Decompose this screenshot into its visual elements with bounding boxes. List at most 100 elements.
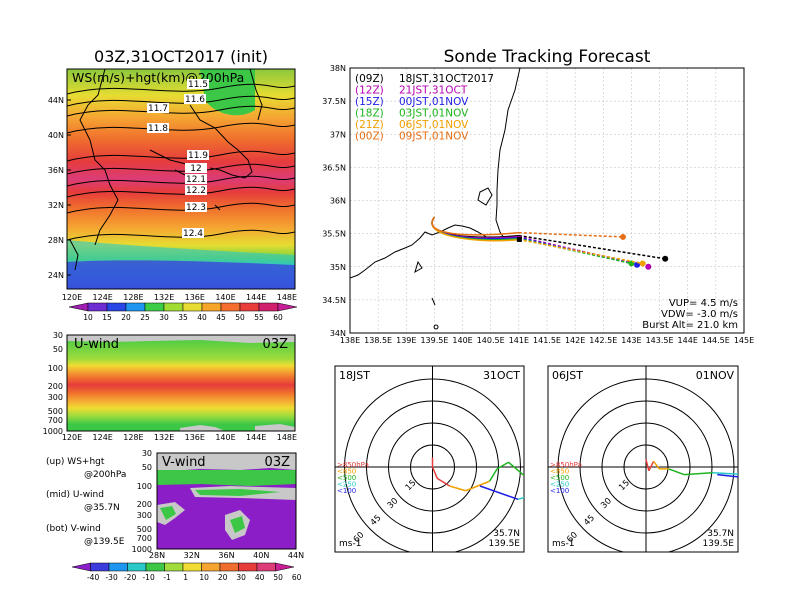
colorbar-cell [182, 562, 202, 572]
sonde-param: VDW= -3.0 m/s [661, 309, 738, 320]
colorbar-label: 25 [140, 313, 150, 322]
colorbar-cell [238, 562, 258, 572]
hodo-level-label: <250 [550, 481, 569, 489]
u-lon-label: 124E [93, 433, 113, 442]
v-green-band [157, 470, 296, 486]
map-lat-label: 44N [48, 96, 64, 105]
track-lon-label: 139E [396, 336, 416, 345]
track-panel: 38N 37.5N 37N 36.5N 36N 35.5N 35N 34.5N 34N 138E… [322, 64, 754, 345]
contour-label-bg [182, 228, 204, 238]
hodo-trace [465, 480, 490, 492]
ws-map-panel: WS(m/s)+hgt(km)@200hPa 44N 40N 36N 32N 28N 24… [48, 68, 297, 302]
track-lon-label: 142.5E [589, 336, 617, 345]
contour-label-bg [185, 174, 207, 184]
track-lon-label: 138E [340, 336, 360, 345]
colorbar-label: 10 [199, 573, 209, 582]
track-lon-labels: 138E 138.5E 139E 139.5E 140E 140.5E 141E 141.5E… [340, 336, 754, 345]
contour-label: 12.2 [186, 186, 206, 196]
map-lat-label: 24N [48, 271, 64, 280]
contour-label-bg [147, 123, 169, 133]
hodo-units: ms-1 [339, 539, 361, 549]
colorbar-cell [239, 302, 260, 312]
track-lon-label: 144E [678, 336, 698, 345]
colorbar-cell [127, 562, 147, 572]
u-lon-label: 132E [154, 433, 174, 442]
contour-label-bg [184, 94, 206, 104]
hodo-trace [436, 477, 450, 487]
v-pressure-label: 30 [142, 449, 152, 458]
legend-code: (12Z) [355, 85, 384, 97]
colorbar-cell [108, 562, 128, 572]
u-wind-label: U-wind [74, 337, 119, 352]
hodo-rings [548, 366, 738, 552]
colorbar-cell [68, 302, 89, 312]
u-gray-patch [67, 335, 295, 343]
hodo-rings [335, 366, 524, 552]
colorbar-label: 45 [216, 313, 226, 322]
colorbar-cell [201, 562, 221, 572]
sonde-param: VUP= 4.5 m/s [669, 298, 738, 309]
hodograph-06jst: 06JST 01NOV15304560>850hPa<850<500<250<10… [547, 365, 739, 553]
colorbar-label: 40 [197, 313, 207, 322]
note-line-b: @200hPa [84, 470, 126, 480]
colorbar-label: 50 [235, 313, 245, 322]
hodo-trace [648, 460, 655, 472]
hodo-trace [717, 473, 738, 478]
colorbar-cell [182, 302, 203, 312]
colorbar-cell [90, 562, 110, 572]
hodo-trace [645, 459, 650, 471]
u-pressure-label: 50 [53, 345, 63, 354]
v-pressure-label: 1000 [132, 545, 152, 554]
v-wind-time: 03Z [265, 455, 291, 470]
v-pressure-label: 100 [137, 482, 152, 491]
legend-time: 00JST,01NOV [399, 96, 469, 108]
height-contour [67, 105, 295, 117]
hodo-level-label: <250 [337, 481, 356, 489]
map-lon-label: 124E [93, 293, 113, 302]
track-coastline [350, 68, 521, 330]
legend-time: 18JST,31OCT2017 [399, 73, 494, 85]
v-gray-patch [157, 453, 296, 471]
hodo-trace [683, 471, 713, 476]
colorbar-label: 55 [254, 313, 264, 322]
colorbar-cell [145, 562, 165, 572]
v-pressure-label: 300 [137, 511, 152, 520]
v-lat-label: 40N [253, 551, 269, 560]
colorbar-cell [275, 562, 295, 572]
u-pressure-label: 1000 [43, 427, 63, 436]
colorbar-label: 30 [236, 573, 246, 582]
burst-marker [516, 236, 522, 242]
u-pressure-label: 700 [48, 416, 63, 425]
height-contour [67, 186, 295, 198]
note-line-b: @35.7N [84, 503, 120, 513]
height-contour [67, 175, 295, 187]
track-descent [518, 231, 624, 238]
u-lon-label: 140E [215, 433, 235, 442]
hodo-frame [334, 365, 525, 553]
hodo-level-label: <850 [337, 468, 356, 476]
contour-label: 12.4 [183, 229, 203, 239]
v-lat-label: 28N [149, 551, 165, 560]
track-lon-label: 139.5E [420, 336, 448, 345]
map-lon-label: 120E [62, 293, 82, 302]
hodo-units: ms-1 [552, 539, 574, 549]
colorbar-label: 10 [83, 313, 93, 322]
hodo-time: 06JST [552, 369, 583, 382]
colorbar-cell [106, 302, 127, 312]
track-lat-label: 37N [330, 130, 346, 139]
colorbar-cell [201, 302, 222, 312]
track-landing-point [619, 233, 626, 240]
colorbar-label: 15 [102, 313, 112, 322]
colorbar-label: -30 [105, 573, 117, 582]
track-lat-label: 35N [330, 263, 346, 272]
hodo-trace [449, 485, 466, 492]
hodo-lon: 139.5E [703, 539, 735, 549]
hodo-trace [496, 461, 509, 470]
hodo-level-label: <100 [550, 487, 569, 495]
height-contour [67, 150, 295, 162]
